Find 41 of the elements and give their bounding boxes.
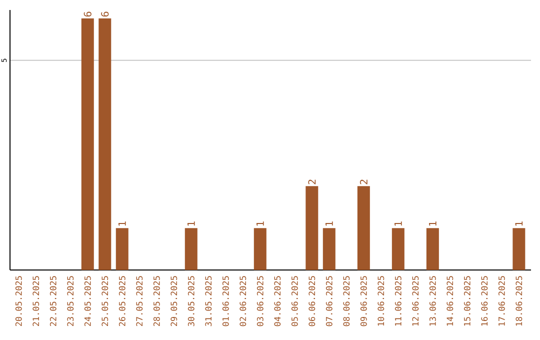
x-tick-label: 26.05.2025 xyxy=(118,276,126,326)
x-tick-label: 28.05.2025 xyxy=(153,276,160,326)
x-tick-label: 03.06.2025 xyxy=(256,276,264,326)
data-label: 1 xyxy=(515,222,523,226)
x-tick-label: 06.06.2025 xyxy=(308,276,316,326)
data-label: 1 xyxy=(394,222,402,226)
x-tick-label: 01.06.2025 xyxy=(222,276,229,326)
x-tick-label: 23.05.2025 xyxy=(67,276,74,326)
data-label: 6 xyxy=(84,12,92,17)
data-label: 2 xyxy=(308,180,316,184)
x-tick-label: 02.06.2025 xyxy=(240,276,246,326)
x-tick-label: 25.05.2025 xyxy=(102,276,108,326)
x-tick-label: 16.06.2025 xyxy=(481,276,488,326)
x-tick-label: 27.05.2025 xyxy=(136,276,143,326)
data-label: 1 xyxy=(118,222,126,226)
x-tick-label: 13.06.2025 xyxy=(429,276,436,326)
data-label: 1 xyxy=(429,222,436,226)
x-tick-label: 20.05.2025 xyxy=(15,276,22,326)
x-tick-label: 15.06.2025 xyxy=(464,276,470,326)
x-tick-label: 31.05.2025 xyxy=(205,276,212,326)
x-tick-label: 10.06.2025 xyxy=(378,276,384,326)
data-label: 1 xyxy=(256,222,264,226)
x-tick-label: 18.06.2025 xyxy=(516,276,522,326)
x-tick-label: 22.05.2025 xyxy=(50,276,56,326)
x-tick-label: 21.05.2025 xyxy=(32,276,40,326)
x-tick-label: 14.06.2025 xyxy=(446,276,454,326)
x-tick-label: 07.06.2025 xyxy=(326,276,332,326)
data-label: 1 xyxy=(326,222,333,226)
x-tick-label: 17.06.2025 xyxy=(498,276,505,326)
x-tick-label: 11.06.2025 xyxy=(394,276,402,326)
data-label: 1 xyxy=(187,222,195,226)
data-label: 6 xyxy=(101,12,109,17)
data-label: 2 xyxy=(360,180,368,184)
x-tick-label: 30.05.2025 xyxy=(188,276,194,326)
x-tick-label: 04.06.2025 xyxy=(274,276,281,326)
x-tick-label: 08.06.2025 xyxy=(343,276,350,326)
x-tick-label: 09.06.2025 xyxy=(360,276,367,326)
x-tick-label: 29.05.2025 xyxy=(170,276,178,326)
x-tick-label: 24.05.2025 xyxy=(84,276,91,326)
x-tick-label: 12.06.2025 xyxy=(412,276,419,326)
x-tick-label: 05.06.2025 xyxy=(291,276,298,326)
